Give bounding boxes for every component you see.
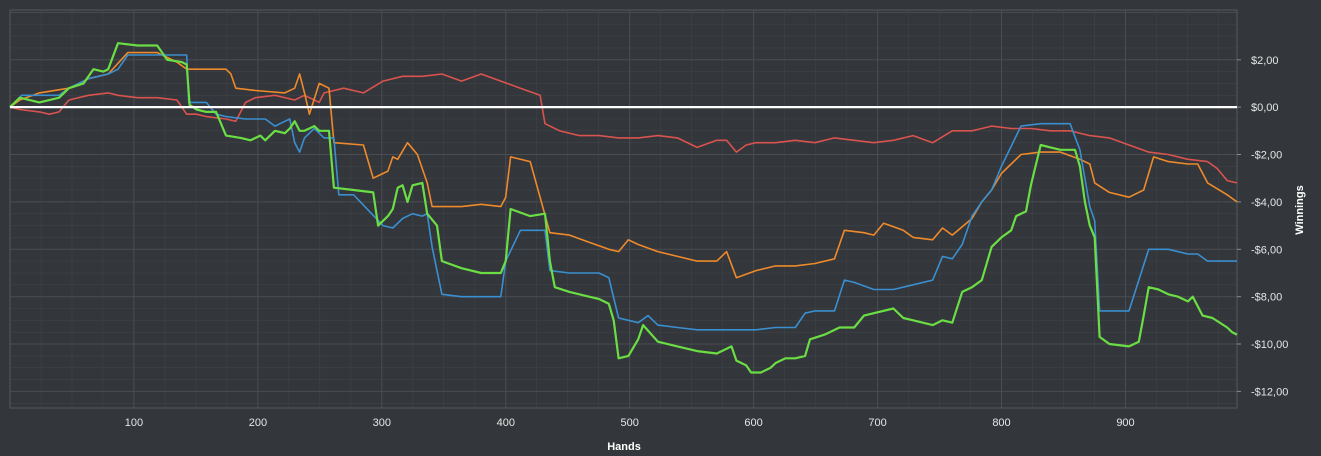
x-tick-label: 600 (744, 417, 762, 429)
y-axis-ticks: $2,00 $0,00 -$2,00 -$4,00 -$6,00 -$8,00 -$10,0… (1237, 55, 1288, 398)
x-tick-label: 100 (125, 417, 143, 429)
x-tick-label: 500 (621, 417, 639, 429)
y-tick-label: -$2,00 (1251, 150, 1282, 162)
series-lines (9, 42, 1238, 374)
y-tick-label: -$4,00 (1251, 197, 1282, 209)
y-tick-label: -$6,00 (1251, 244, 1282, 256)
x-axis-ticks: 100 200 300 400 500 600 700 800 900 (125, 417, 1135, 429)
x-tick-label: 200 (249, 417, 267, 429)
y-tick-label: -$10,00 (1251, 339, 1288, 351)
y-tick-label: $0,00 (1251, 102, 1279, 114)
series-line-1 (9, 73, 1238, 184)
y-tick-label: -$12,00 (1251, 386, 1288, 398)
x-tick-label: 900 (1116, 417, 1134, 429)
series-line-4 (9, 42, 1238, 374)
x-tick-label: 400 (497, 417, 515, 429)
x-axis-title: Hands (607, 441, 641, 453)
x-tick-label: 700 (868, 417, 886, 429)
x-tick-label: 800 (992, 417, 1010, 429)
y-tick-label: $2,00 (1251, 55, 1279, 67)
series-line-3 (9, 54, 1237, 331)
plot-border (9, 9, 1238, 409)
series-line-2 (9, 51, 1238, 279)
y-tick-label: -$8,00 (1251, 292, 1282, 304)
y-axis-title: Winnings (1294, 185, 1306, 234)
x-tick-label: 300 (373, 417, 391, 429)
